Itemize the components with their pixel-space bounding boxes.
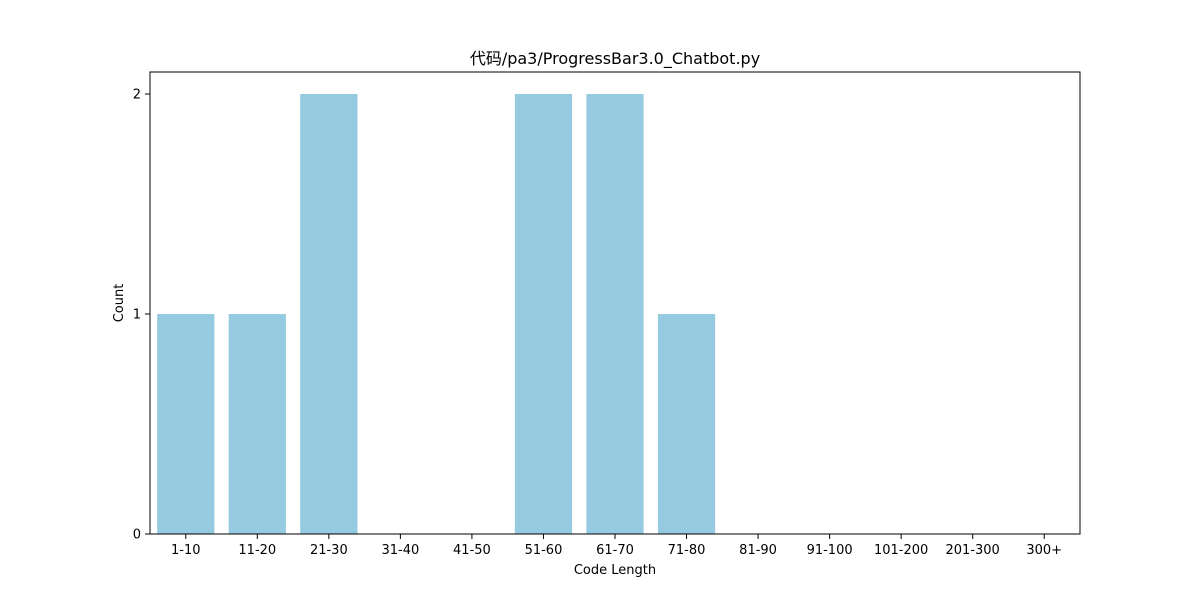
y-tick-label: 0 <box>133 528 141 543</box>
bar-71-80 <box>657 314 716 534</box>
x-tick-label: 201-300 <box>946 543 1000 558</box>
y-tick-label: 1 <box>133 308 141 323</box>
x-axis-label: Code Length <box>574 563 656 578</box>
chart-title: 代码/pa3/ProgressBar3.0_Chatbot.py <box>470 49 760 69</box>
x-tick-label: 91-100 <box>807 543 853 558</box>
y-axis-label: Count <box>112 284 127 323</box>
x-tick-label: 101-200 <box>874 543 928 558</box>
x-tick-label: 81-90 <box>739 543 777 558</box>
bar-51-60 <box>514 94 573 534</box>
bar-11-20 <box>228 314 286 534</box>
x-tick-label: 1-10 <box>171 543 201 558</box>
x-tick-label: 31-40 <box>381 543 419 558</box>
x-tick-label: 61-70 <box>596 543 634 558</box>
x-tick-label: 300+ <box>1026 543 1062 558</box>
x-tick-label: 71-80 <box>668 543 706 558</box>
x-tick-label: 21-30 <box>310 543 348 558</box>
x-axis-ticks: 1-10 11-20 21-30 31-40 41-50 51-60 61-70 71-80 8… <box>171 534 1062 558</box>
x-tick-label: 11-20 <box>238 543 276 558</box>
y-axis-ticks: 0 1 2 <box>133 88 150 543</box>
x-tick-label: 51-60 <box>525 543 563 558</box>
bar-1-10 <box>157 314 215 534</box>
bars-layer <box>157 94 716 534</box>
x-tick-label: 41-50 <box>453 543 491 558</box>
y-tick-label: 2 <box>133 88 141 103</box>
bar-61-70 <box>586 94 644 534</box>
bar-21-30 <box>300 94 358 534</box>
